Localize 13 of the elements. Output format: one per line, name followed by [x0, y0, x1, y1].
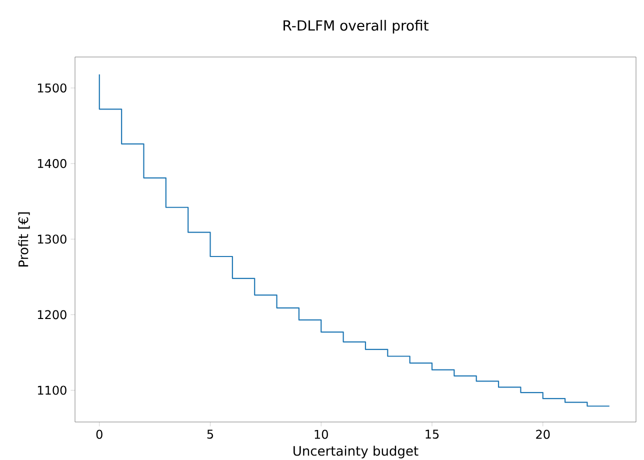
- x-tick-label: 10: [314, 430, 328, 439]
- y-tick-label: 1200: [38, 310, 66, 320]
- y-tick-label: 1100: [38, 386, 66, 395]
- y-tick-label: 1300: [38, 234, 66, 244]
- x-tick-label: 5: [207, 430, 214, 439]
- x-axis-title: Uncertainty budget: [294, 446, 418, 458]
- x-tick-label: 15: [426, 430, 439, 439]
- chart-title: R-DLFM overall profit: [284, 20, 429, 34]
- y-tick-label: 1500: [38, 83, 66, 93]
- y-axis-title: Profit [€]: [18, 212, 30, 266]
- y-tick-label: 1400: [38, 159, 66, 168]
- x-tick-label: 0: [96, 430, 102, 439]
- x-tick-label: 20: [536, 430, 550, 439]
